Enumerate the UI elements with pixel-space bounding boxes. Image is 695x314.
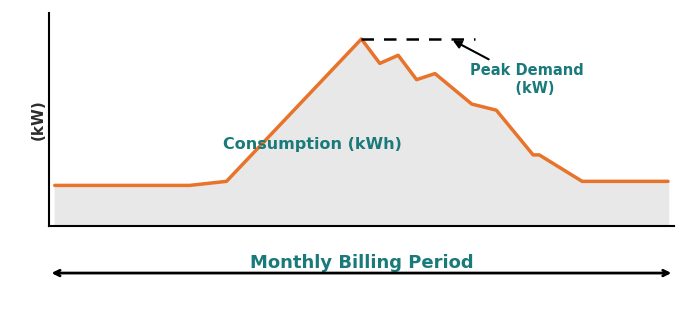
Text: Monthly Billing Period: Monthly Billing Period bbox=[250, 254, 473, 272]
Y-axis label: (kW): (kW) bbox=[31, 99, 46, 140]
Text: Peak Demand
   (kW): Peak Demand (kW) bbox=[455, 41, 584, 96]
Text: Consumption (kWh): Consumption (kWh) bbox=[223, 137, 402, 152]
